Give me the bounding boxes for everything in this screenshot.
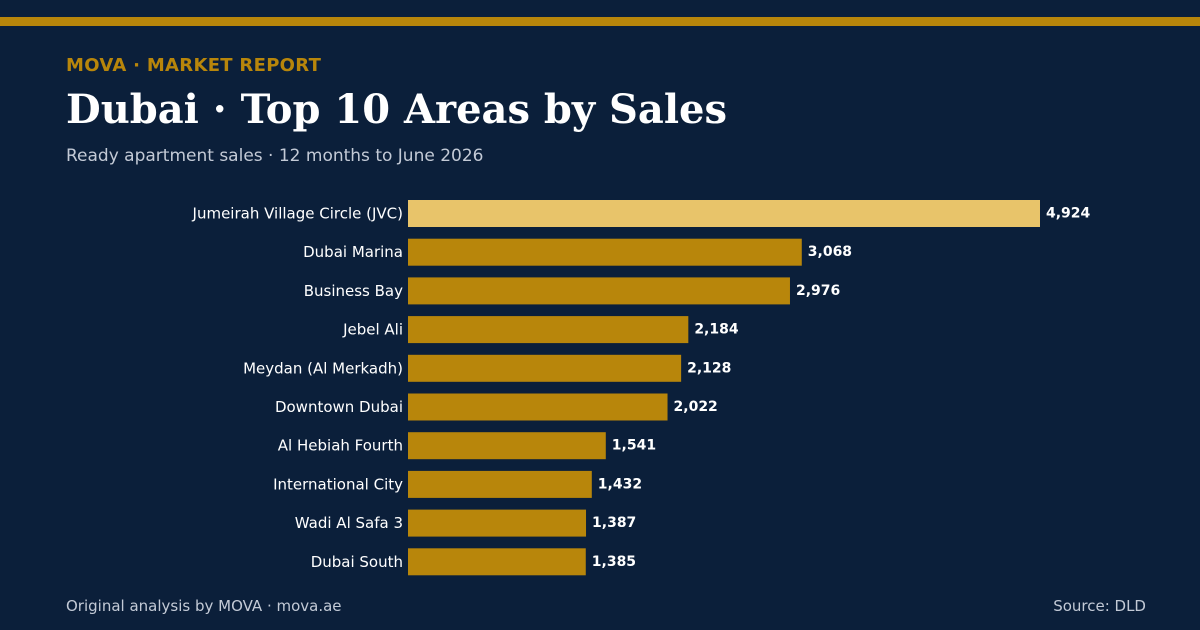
bar [408,277,790,305]
bar [408,354,682,382]
value-label: 4,924 [1046,206,1091,222]
bar [408,316,689,344]
value-label: 1,541 [612,438,656,454]
value-label: 1,432 [598,476,642,492]
value-label: 1,385 [592,554,636,570]
bar [408,432,606,460]
bar [408,470,592,498]
report-eyebrow: MOVA · MARKET REPORT [66,55,322,76]
bar [408,548,586,576]
category-label: Al Hebiah Fourth [278,437,403,455]
footer-credit: Original analysis by MOVA · mova.ae [66,597,342,615]
category-label: Downtown Dubai [275,398,403,416]
value-label: 2,184 [694,322,739,338]
category-label: Meydan (Al Merkadh) [243,359,403,377]
top-accent-bar [0,17,1200,26]
category-label: International City [273,475,403,493]
category-label: Jebel Ali [342,321,403,339]
footer-source: Source: DLD [1053,597,1146,615]
category-label: Jumeirah Village Circle (JVC) [192,205,403,223]
value-label: 2,022 [674,399,718,415]
value-label: 1,387 [592,515,636,531]
bar [408,238,802,266]
bar [408,393,668,421]
value-label: 3,068 [808,244,852,260]
category-label: Dubai South [311,553,403,571]
page-title: Dubai · Top 10 Areas by Sales [66,86,727,133]
category-label: Business Bay [304,282,403,300]
bar [408,200,1040,227]
value-label: 2,976 [796,283,840,299]
page-subtitle: Ready apartment sales · 12 months to Jun… [66,146,484,166]
category-label: Wadi Al Safa 3 [295,514,403,532]
value-label: 2,128 [687,360,731,376]
bar [408,509,587,537]
category-label: Dubai Marina [303,243,403,261]
